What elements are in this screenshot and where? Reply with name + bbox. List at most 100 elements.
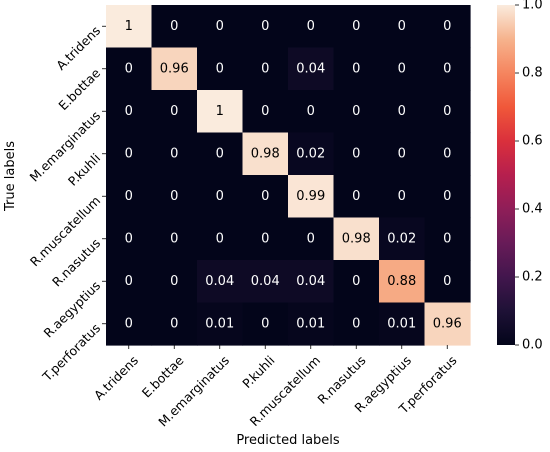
heatmap-cell [151, 47, 198, 91]
heatmap-cell [197, 260, 244, 304]
cell-value-label: 0.04 [296, 274, 325, 289]
heatmap-cell [106, 175, 153, 219]
cell-value-label: 0 [125, 61, 133, 76]
cell-value-label: 0 [261, 19, 269, 34]
heatmap-cell [379, 217, 426, 261]
cell-value-label: 0 [398, 189, 406, 204]
cell-value-label: 0 [216, 189, 224, 204]
heatmap-cell [151, 217, 198, 261]
heatmap-cell [197, 217, 244, 261]
heatmap-cell [151, 5, 198, 49]
y-tick-label: M.emarginatus [26, 108, 103, 185]
heatmap-cell [242, 302, 289, 346]
heatmap-cell [151, 260, 198, 304]
cell-value-label: 0 [216, 231, 224, 246]
heatmap-cell [197, 132, 244, 176]
heatmap-cell [379, 132, 426, 176]
cell-value-label: 0 [398, 146, 406, 161]
heatmap-cell [424, 132, 471, 176]
y-axis-label: True labels [3, 141, 18, 212]
heatmap-cell [333, 260, 380, 304]
heatmap-cell [333, 47, 380, 91]
heatmap-cell [288, 132, 335, 176]
cell-value-label: 0 [170, 231, 178, 246]
heatmap-cell [242, 175, 289, 219]
cell-value-label: 0 [261, 189, 269, 204]
heatmap-cell [379, 5, 426, 49]
heatmap-cell [424, 90, 471, 134]
cell-value-label: 0 [125, 231, 133, 246]
heatmap-cell [424, 5, 471, 49]
heatmap-cell [106, 217, 153, 261]
cell-value-label: 1 [216, 104, 224, 119]
colorbar-tick-label: 0.4 [522, 202, 543, 217]
heatmap-cell [197, 90, 244, 134]
cell-value-label: 0.04 [251, 274, 280, 289]
heatmap-cell [424, 260, 471, 304]
cell-value-label: 0 [307, 19, 315, 34]
cell-value-label: 0 [443, 231, 451, 246]
colorbar-tick-label: 0.6 [522, 134, 543, 149]
cell-value-label: 0.96 [160, 61, 189, 76]
heatmap-cell [151, 132, 198, 176]
heatmap-cell [151, 90, 198, 134]
heatmap-cell [242, 5, 289, 49]
heatmap-cell [242, 217, 289, 261]
cell-value-label: 0.99 [296, 189, 325, 204]
cell-value-label: 0.02 [387, 231, 416, 246]
heatmap-cell [379, 302, 426, 346]
heatmap-cell [242, 260, 289, 304]
heatmap-cell [333, 217, 380, 261]
cell-value-label: 0 [398, 19, 406, 34]
cell-value-label: 0 [352, 104, 360, 119]
x-tick-label: P.kuhli [239, 353, 277, 391]
cell-value-label: 0 [125, 146, 133, 161]
cell-value-label: 0 [398, 61, 406, 76]
cell-value-label: 0 [170, 104, 178, 119]
heatmap-cell [379, 175, 426, 219]
cell-value-label: 0 [261, 231, 269, 246]
cell-value-label: 0 [216, 146, 224, 161]
heatmap-cell [242, 132, 289, 176]
heatmap-cell [106, 302, 153, 346]
cell-value-label: 0 [216, 19, 224, 34]
x-tick-label: A.tridens [91, 353, 141, 403]
heatmap-cell [106, 132, 153, 176]
heatmap-cell [288, 260, 335, 304]
y-tick-label: P.kuhli [65, 150, 103, 188]
colorbar-ticks: 0.0 0.2 0.4 0.6 0.8 1.0 [515, 0, 543, 353]
colorbar-tick-label: 1.0 [522, 0, 543, 13]
y-tick-label: R.muscatellum [27, 193, 103, 269]
heatmap-cell [379, 47, 426, 91]
heatmap-cell [379, 90, 426, 134]
heatmap-cell [288, 217, 335, 261]
heatmap-cell [197, 302, 244, 346]
heatmap-cell [197, 47, 244, 91]
heatmap-cell [424, 302, 471, 346]
cell-value-label: 0 [352, 19, 360, 34]
cell-value-label: 1 [125, 19, 133, 34]
cell-value-label: 0 [307, 231, 315, 246]
cell-value-label: 0 [443, 104, 451, 119]
cell-value-label: 0 [352, 146, 360, 161]
heatmap-cell [288, 302, 335, 346]
cell-value-label: 0 [352, 61, 360, 76]
cell-value-label: 0 [216, 61, 224, 76]
heatmap-cell [151, 302, 198, 346]
cell-value-label: 0 [261, 61, 269, 76]
cell-value-label: 0.04 [296, 61, 325, 76]
heatmap-cell [333, 175, 380, 219]
cell-value-label: 0 [352, 274, 360, 289]
heatmap-cell [288, 5, 335, 49]
heatmap-cell [288, 47, 335, 91]
heatmap-cell [242, 90, 289, 134]
cell-value-label: 0 [125, 274, 133, 289]
cell-value-label: 0.96 [433, 316, 462, 331]
cell-value-label: 0.98 [342, 231, 371, 246]
heatmap-cell [424, 47, 471, 91]
heatmap-cell [197, 175, 244, 219]
heatmap-cell [106, 47, 153, 91]
cell-value-label: 0.01 [387, 316, 416, 331]
colorbar-tick-label: 0.8 [522, 66, 543, 81]
